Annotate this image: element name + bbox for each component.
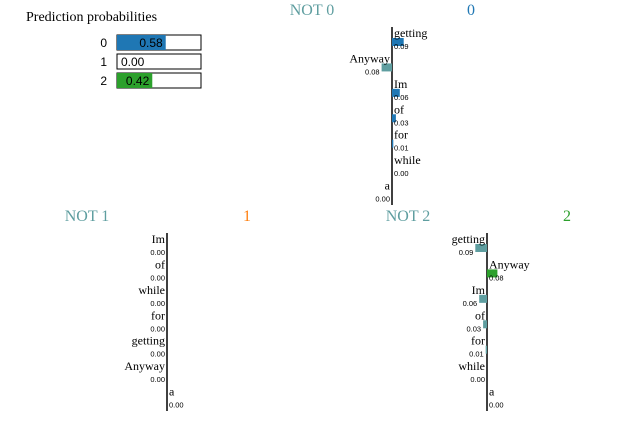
prob-class-label: 0 <box>100 36 107 50</box>
feature-value-label: 0.00 <box>150 350 165 359</box>
class-2-label: 2 <box>563 208 571 225</box>
feature-bar <box>485 345 487 354</box>
not-2-label: NOT 2 <box>386 208 431 225</box>
prob-bar <box>117 73 153 88</box>
feature-word-label: Anyway <box>124 359 165 373</box>
not-1-label: NOT 1 <box>65 208 110 225</box>
feature-value-label: 0.00 <box>150 273 165 282</box>
feature-bar <box>392 38 404 46</box>
prediction-probabilities-panel: Prediction probabilities 0 0.58 1 0.00 2 0.42 <box>26 10 202 89</box>
prob-value-label: 0.58 <box>139 36 163 50</box>
feature-word-label: a <box>385 179 391 193</box>
prob-bar <box>117 35 166 50</box>
feature-word-label: while <box>394 153 421 167</box>
feature-value-label: 0.00 <box>150 299 165 308</box>
feature-word-label: of <box>475 308 485 322</box>
feature-value-label: 0.01 <box>469 350 484 359</box>
feature-value-label: 0.00 <box>375 195 390 204</box>
class-1-explanation-panel: NOT 1 1 Im0.00of0.00while0.00for0.00gett… <box>65 208 251 411</box>
feature-word-label: getting <box>452 232 485 246</box>
feature-bar <box>483 320 487 329</box>
feature-value-label: 0.06 <box>394 93 409 102</box>
feature-word-label: while <box>138 283 165 297</box>
prob-value-label: 0.00 <box>121 55 145 69</box>
feature-value-label: 0.03 <box>466 324 481 333</box>
feature-word-label: Im <box>152 232 166 246</box>
feature-word-label: a <box>169 385 175 399</box>
feature-bar <box>392 88 400 97</box>
class-1-label: 1 <box>243 208 251 225</box>
feature-value-label: 0.03 <box>394 118 409 127</box>
feature-word-label: of <box>155 257 165 271</box>
prob-bar-frame <box>116 53 202 70</box>
prob-value-label: 0.42 <box>126 74 150 88</box>
feature-value-label: 0.00 <box>394 169 409 178</box>
feature-bar <box>392 139 394 148</box>
class-0-label: 0 <box>467 2 475 19</box>
feature-bar <box>392 114 396 123</box>
feature-value-label: 0.00 <box>150 375 165 384</box>
feature-word-label: for <box>471 334 485 348</box>
prob-class-label: 2 <box>100 74 107 88</box>
prediction-probabilities-title: Prediction probabilities <box>26 10 157 25</box>
feature-word-label: for <box>151 308 165 322</box>
feature-value-label: 0.01 <box>394 144 409 153</box>
feature-word-label: getting <box>394 26 427 40</box>
feature-value-label: 0.08 <box>489 273 504 282</box>
feature-bar <box>381 63 392 72</box>
feature-bar <box>475 244 487 252</box>
not-0-label: NOT 0 <box>290 2 335 19</box>
feature-word-label: Im <box>472 283 486 297</box>
feature-value-label: 0.00 <box>489 401 504 410</box>
feature-value-label: 0.09 <box>394 42 409 51</box>
feature-value-label: 0.00 <box>150 324 165 333</box>
feature-value-label: 0.00 <box>169 401 184 410</box>
feature-word-label: Im <box>394 77 408 91</box>
feature-word-label: Anyway <box>349 51 390 65</box>
feature-word-label: Anyway <box>489 257 530 271</box>
feature-value-label: 0.08 <box>365 67 380 76</box>
feature-value-label: 0.09 <box>459 248 474 257</box>
feature-word-label: getting <box>132 334 165 348</box>
feature-value-label: 0.00 <box>470 375 485 384</box>
feature-bar <box>479 294 487 303</box>
feature-value-label: 0.00 <box>150 248 165 257</box>
feature-word-label: a <box>489 385 495 399</box>
feature-word-label: while <box>458 359 485 373</box>
prob-class-label: 1 <box>100 55 107 69</box>
feature-value-label: 0.06 <box>463 299 478 308</box>
feature-word-label: for <box>394 128 408 142</box>
feature-word-label: of <box>394 102 404 116</box>
feature-bar <box>487 269 498 278</box>
